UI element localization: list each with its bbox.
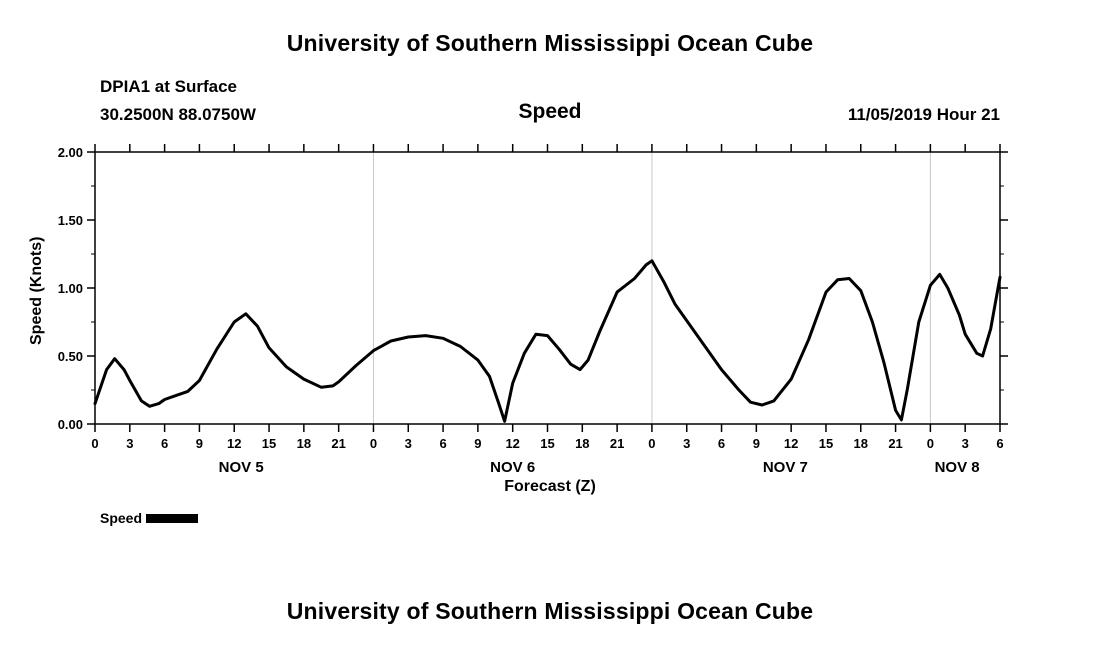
svg-text:NOV 5: NOV 5 [219,459,264,476]
svg-text:15: 15 [262,436,276,451]
page-title-top: University of Southern Mississippi Ocean… [286,30,814,56]
svg-text:9: 9 [474,436,481,451]
svg-text:6: 6 [996,436,1003,451]
svg-text:0: 0 [648,436,655,451]
svg-text:18: 18 [854,436,868,451]
chart-title: Speed [518,100,582,123]
svg-text:NOV 7: NOV 7 [763,459,808,476]
legend-label: Speed [100,510,143,526]
svg-text:12: 12 [505,436,519,451]
legend: Speed [100,510,199,526]
svg-text:18: 18 [297,436,311,451]
svg-text:NOV 6: NOV 6 [490,459,535,476]
chart-svg: 0.00 0.50 1.00 1.50 2.00 0 3 6 9 12 15 18 21 0 3 6 9 12 15… [58,144,1008,476]
svg-text:21: 21 [610,436,624,451]
svg-text:3: 3 [126,436,133,451]
station-label: DPIA1 at Surface [100,77,237,96]
coordinates-label: 30.2500N 88.0750W [100,105,256,124]
svg-text:18: 18 [575,436,589,451]
svg-text:21: 21 [888,436,902,451]
legend-line-swatch [146,513,199,523]
svg-text:15: 15 [819,436,833,451]
svg-text:15: 15 [540,436,554,451]
svg-text:0: 0 [91,436,98,451]
svg-text:0: 0 [927,436,934,451]
svg-text:6: 6 [161,436,168,451]
svg-text:1.00: 1.00 [58,281,83,296]
x-axis-label: Forecast (Z) [504,478,596,495]
svg-text:0: 0 [370,436,377,451]
svg-text:12: 12 [227,436,241,451]
svg-text:0.50: 0.50 [58,349,83,364]
svg-text:0.00: 0.00 [58,417,83,432]
svg-text:3: 3 [962,436,969,451]
svg-text:21: 21 [331,436,345,451]
svg-text:NOV 8: NOV 8 [935,459,980,476]
svg-text:12: 12 [784,436,798,451]
svg-text:2.00: 2.00 [58,145,83,160]
page-title-bottom: University of Southern Mississippi Ocean… [286,598,814,624]
svg-text:9: 9 [753,436,760,451]
svg-text:6: 6 [718,436,725,451]
svg-text:1.50: 1.50 [58,213,83,228]
svg-text:3: 3 [683,436,690,451]
svg-text:3: 3 [405,436,412,451]
svg-text:9: 9 [196,436,203,451]
svg-text:6: 6 [439,436,446,451]
datetime-label: 11/05/2019 Hour 21 [847,105,1000,124]
